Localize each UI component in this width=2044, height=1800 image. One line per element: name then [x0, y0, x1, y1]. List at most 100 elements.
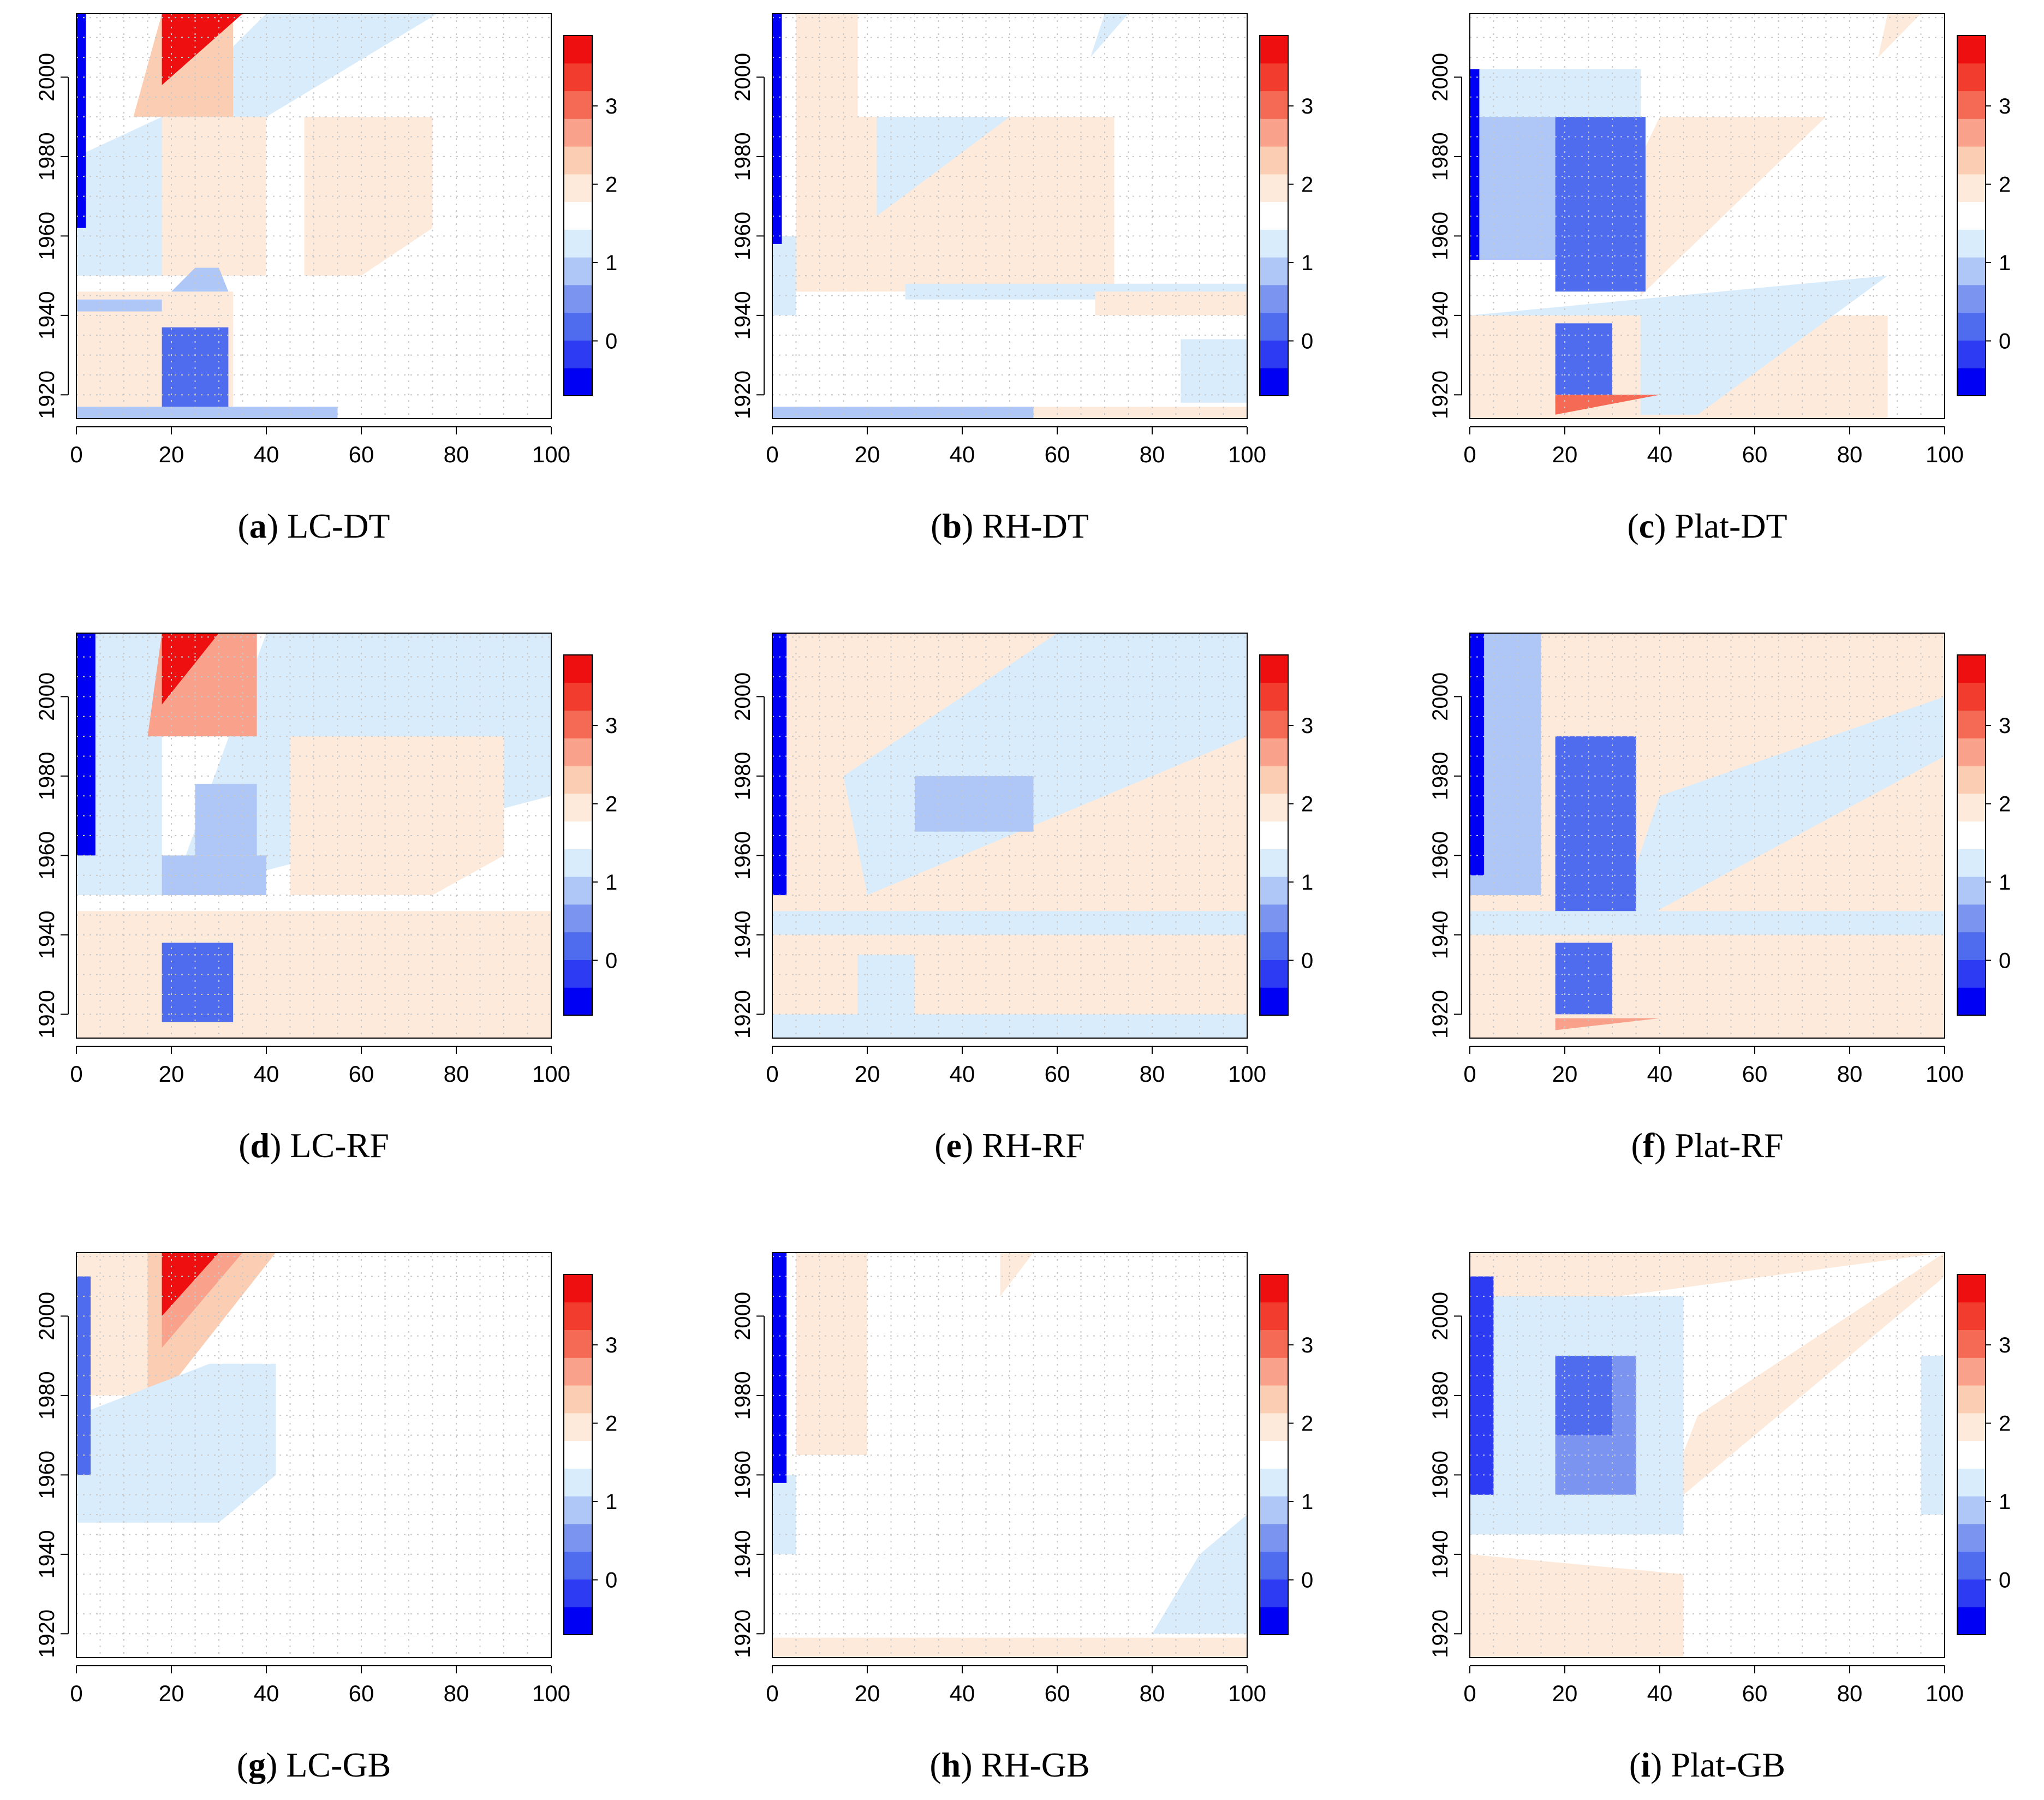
y-tick-label: 1940	[731, 910, 755, 959]
y-tick-label: 1960	[35, 212, 59, 260]
colorbar-swatch	[1260, 1551, 1288, 1580]
panel-a: 0 20 40 60 80 100 1920 1940 1960 1980 2000 3 2 1 0 (a) …	[35, 13, 617, 545]
y-tick-label: 2000	[1428, 672, 1452, 721]
colorbar-tick-label: 1	[1301, 1490, 1313, 1514]
colorbar-swatch	[1260, 118, 1288, 147]
colorbar-swatch	[1260, 368, 1288, 396]
grid	[772, 14, 1247, 419]
x-tick-label: 100	[532, 1680, 570, 1706]
heatmap-cell	[76, 299, 162, 312]
colorbar-swatch	[1260, 1523, 1288, 1552]
caption-paren-open: (	[1629, 1745, 1641, 1784]
y-tick-label: 1940	[731, 291, 755, 339]
colorbar-tick-label: 2	[605, 792, 617, 816]
y-tick-label: 1920	[35, 990, 59, 1039]
x-tick-label: 20	[1552, 1061, 1578, 1087]
colorbar-tick-label: 2	[1999, 792, 2011, 816]
heatmap-cell	[1470, 1554, 1684, 1658]
x-tick-label: 0	[1463, 1680, 1476, 1706]
y-tick-label: 1920	[35, 1610, 59, 1658]
caption-title: LC-GB	[286, 1745, 391, 1784]
colorbar-swatch	[564, 1385, 592, 1414]
caption-paren-close: )	[1654, 506, 1674, 545]
x-tick-label: 80	[1837, 1680, 1863, 1706]
grid	[772, 633, 1247, 1038]
panel-caption: (c) Plat-DT	[1627, 506, 1787, 545]
plot-frame	[1469, 1252, 1945, 1658]
x-tick-label: 100	[1926, 1680, 1964, 1706]
heatmap-cell	[76, 1253, 148, 1396]
colorbar-swatch	[1260, 1330, 1288, 1358]
heatmap-cell	[290, 736, 504, 896]
y-tick-label: 1960	[1428, 831, 1452, 880]
y-tick-label: 1940	[1428, 291, 1452, 339]
colorbar: 3 2 1 0	[1957, 654, 2011, 1016]
colorbar-swatch	[564, 959, 592, 988]
y-tick-label: 1980	[1428, 132, 1452, 181]
caption-label: b	[942, 506, 962, 545]
colorbar-swatch	[564, 229, 592, 258]
x-tick-label: 20	[855, 442, 880, 467]
heatmap-cell	[76, 633, 162, 896]
heatmap-cell	[1555, 323, 1612, 403]
colorbar-swatch	[1260, 710, 1288, 738]
x-tick-label: 60	[1742, 1680, 1768, 1706]
colorbar-swatch	[564, 710, 592, 738]
colorbar-swatch	[1957, 821, 1986, 849]
colorbar-swatch	[564, 312, 592, 341]
colorbar-swatch	[1957, 1523, 1986, 1552]
caption-paren-close: )	[1654, 1126, 1674, 1165]
plot-frame	[1469, 13, 1945, 419]
y-tick-label: 1920	[1428, 1610, 1452, 1658]
x-tick-label: 0	[70, 1061, 82, 1087]
heatmap-regions	[76, 1253, 276, 1523]
colorbar-swatch	[1260, 877, 1288, 905]
panel-caption: (f) Plat-RF	[1631, 1126, 1783, 1165]
x-tick-label: 0	[766, 1061, 778, 1087]
x-tick-label: 60	[1045, 1061, 1070, 1087]
x-tick-label: 60	[349, 442, 374, 467]
colorbar-swatch	[564, 1330, 592, 1358]
heatmap-cell	[1470, 633, 1541, 896]
caption-paren-open: (	[1627, 506, 1638, 545]
colorbar-swatch	[564, 766, 592, 794]
y-tick-label: 1980	[731, 132, 755, 181]
caption-paren-close: )	[270, 1126, 290, 1165]
heatmap-cell	[162, 943, 234, 1022]
y-tick-label: 1980	[731, 752, 755, 800]
colorbar-swatch	[1957, 1357, 1986, 1386]
colorbar-frame	[1259, 35, 1289, 396]
y-tick-label: 1940	[35, 1530, 59, 1578]
panel-i: 0 20 40 60 80 100 1920 1940 1960 1980 2000 3 2 1 0 (i) …	[1428, 1252, 2011, 1784]
heatmap-cell	[1878, 14, 1921, 57]
caption-paren-close: )	[961, 1745, 981, 1784]
caption-label: d	[251, 1126, 270, 1165]
panel-caption: (e) RH-RF	[934, 1126, 1085, 1165]
colorbar: 3 2 1 0	[563, 35, 617, 396]
caption-label: g	[248, 1745, 266, 1784]
colorbar-swatch	[1260, 1412, 1288, 1441]
colorbar-swatch	[564, 340, 592, 368]
panel-g: 0 20 40 60 80 100 1920 1940 1960 1980 2000 3 2 1 0 (g) …	[35, 1252, 617, 1784]
colorbar-swatch	[1957, 63, 1986, 92]
caption-paren-open: (	[237, 1745, 248, 1784]
colorbar-swatch	[1260, 655, 1288, 683]
x-tick-label: 0	[1463, 1061, 1476, 1087]
colorbar-swatch	[1957, 1302, 1986, 1331]
colorbar: 3 2 1 0	[1957, 1274, 2011, 1635]
x-tick-label: 80	[444, 1061, 469, 1087]
plot-frame	[772, 633, 1248, 1039]
caption-paren-open: (	[931, 506, 942, 545]
y-tick-label: 2000	[1428, 1292, 1452, 1340]
colorbar-tick-label: 0	[605, 330, 617, 354]
colorbar-tick-label: 0	[1999, 949, 2011, 973]
x-tick-label: 20	[159, 442, 184, 467]
colorbar-swatch	[1957, 284, 1986, 313]
heatmap-cell	[1090, 14, 1129, 57]
colorbar-swatch	[1957, 1274, 1986, 1303]
y-tick-label: 1960	[35, 1451, 59, 1499]
heatmap-cell	[162, 633, 219, 705]
y-tick-label: 1940	[731, 1530, 755, 1578]
colorbar-swatch	[564, 91, 592, 119]
panel-caption: (d) LC-RF	[239, 1126, 389, 1165]
